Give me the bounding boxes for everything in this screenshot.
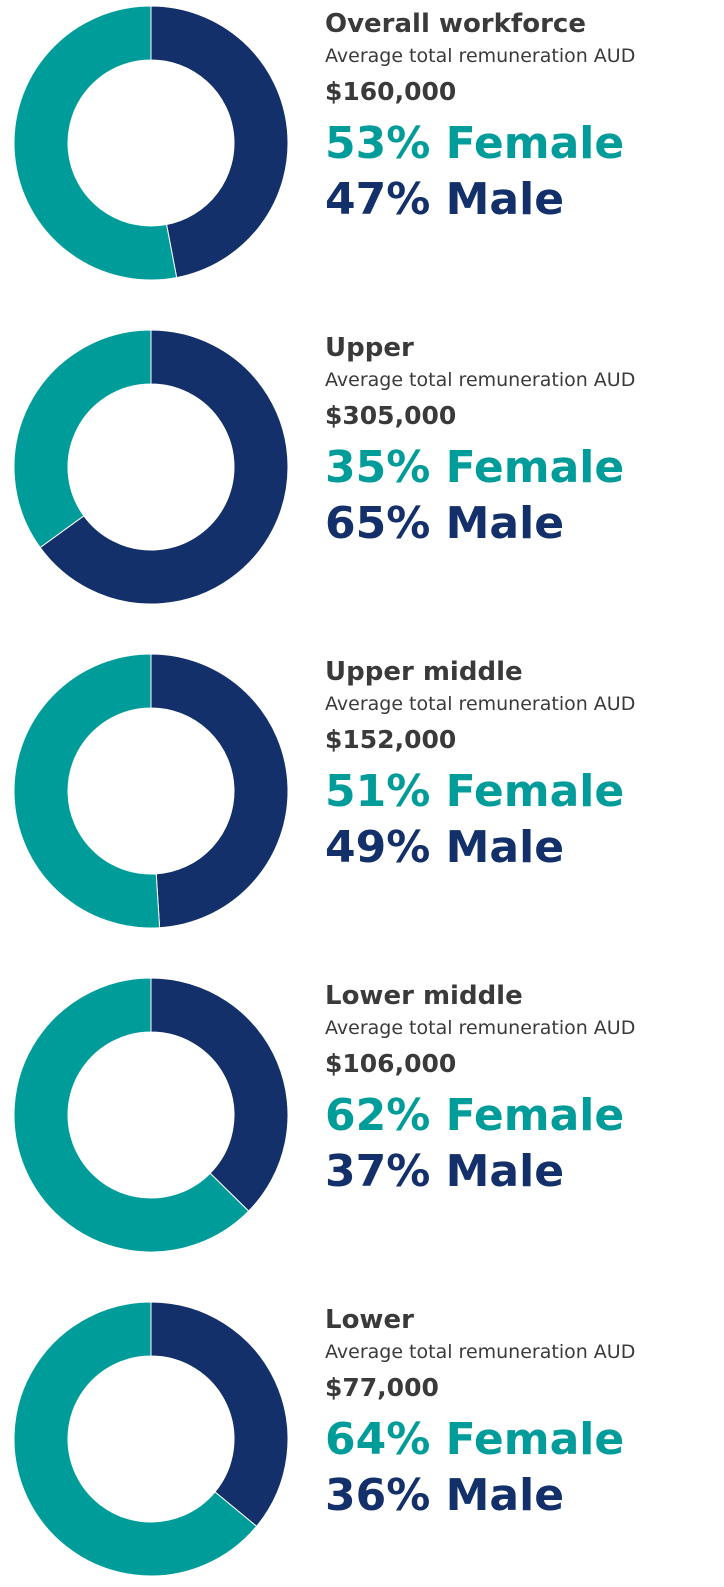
value-label: 47% Male: [325, 174, 564, 225]
amount: $106,000: [325, 1049, 456, 1078]
group-title: Overall workforce: [325, 9, 586, 39]
donut-segment: [13, 977, 250, 1253]
donut-segment: [13, 653, 161, 929]
group-title: Lower: [325, 1305, 414, 1335]
amount: $305,000: [325, 401, 456, 430]
value-label: 62% Female: [325, 1090, 624, 1141]
donut-segment: [39, 329, 289, 605]
group-title: Upper middle: [325, 657, 523, 687]
subtitle: Average total remuneration AUD: [325, 45, 635, 67]
donut-segment: [150, 5, 289, 279]
value-label: 36% Male: [325, 1470, 564, 1521]
value-label: 53% Female: [325, 118, 624, 169]
value-label: 35% Female: [325, 442, 624, 493]
amount: $152,000: [325, 725, 456, 754]
donut-segment: [13, 1301, 258, 1577]
subtitle: Average total remuneration AUD: [325, 1341, 635, 1363]
value-label: 64% Female: [325, 1414, 624, 1465]
group-title: Lower middle: [325, 981, 523, 1011]
donut-segment: [150, 1301, 289, 1528]
donut-segment: [150, 977, 289, 1212]
value-label: 65% Male: [325, 498, 564, 549]
donut-segment: [150, 653, 289, 929]
subtitle: Average total remuneration AUD: [325, 369, 635, 391]
amount: $77,000: [325, 1373, 439, 1402]
group-title: Upper: [325, 333, 414, 363]
subtitle: Average total remuneration AUD: [325, 1017, 635, 1039]
value-label: 49% Male: [325, 822, 564, 873]
donut-segment: [13, 329, 152, 549]
value-label: 51% Female: [325, 766, 624, 817]
amount: $160,000: [325, 77, 456, 106]
subtitle: Average total remuneration AUD: [325, 693, 635, 715]
donut-segment: [13, 5, 178, 281]
value-label: 37% Male: [325, 1146, 564, 1197]
